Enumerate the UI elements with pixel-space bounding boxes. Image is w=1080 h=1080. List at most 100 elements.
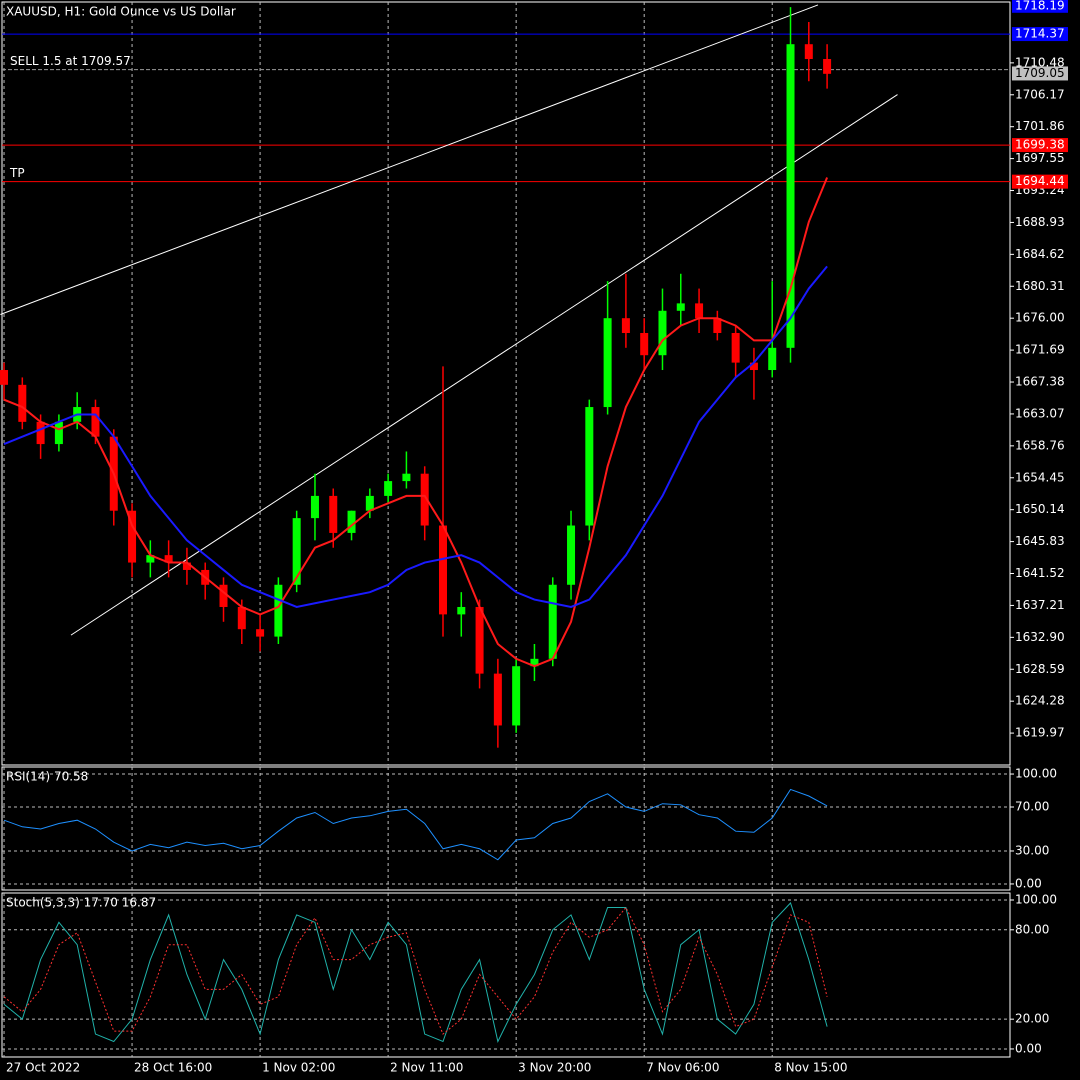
x-tick-label: 1 Nov 02:00: [262, 1061, 335, 1075]
candle-body: [493, 673, 502, 726]
price-tag-label: 1714.37: [1015, 27, 1065, 41]
candle-body: [0, 370, 9, 385]
candle-body: [823, 59, 832, 74]
indicator-line: [3, 788, 828, 861]
y-tick-label: 70.00: [1015, 800, 1049, 814]
candle-body: [731, 332, 740, 363]
candle-body: [621, 318, 630, 333]
moving-average: [3, 265, 828, 609]
candle-body: [292, 518, 301, 585]
candle-body: [603, 318, 612, 408]
candle-body: [585, 407, 594, 526]
y-tick-label: 1710.48: [1015, 55, 1065, 69]
candle-body: [512, 666, 521, 726]
candle-body: [713, 318, 722, 333]
indicator-line: [3, 902, 828, 1044]
trend-line: [70, 94, 898, 636]
candle-body: [237, 606, 246, 630]
y-tick-label: 1667.38: [1015, 375, 1065, 389]
y-tick-label: 1706.17: [1015, 87, 1065, 101]
price-tag: [1012, 27, 1068, 42]
y-tick-label: 1688.93: [1015, 215, 1065, 229]
candle-body: [182, 562, 191, 570]
candle-body: [256, 629, 265, 637]
y-tick-label: 1650.14: [1015, 502, 1065, 516]
y-tick-label: 0.00: [1015, 876, 1042, 890]
candle-body: [164, 555, 173, 563]
y-tick-label: 1658.76: [1015, 438, 1065, 452]
price-tag: [1012, 138, 1068, 153]
candle-body: [658, 310, 667, 356]
candle-body: [365, 495, 374, 511]
panel-border: [1, 892, 1011, 1058]
candle-body: [347, 510, 356, 533]
candle-body: [402, 473, 411, 482]
price-tag-label: 1718.19: [1015, 0, 1065, 12]
candle-body: [310, 495, 319, 519]
x-tick-label: 7 Nov 06:00: [646, 1061, 719, 1075]
candle-body: [91, 407, 100, 437]
panel-title: Stoch(5,3,3) 17.70 16.87: [6, 896, 156, 910]
level-text: SELL 1.5 at 1709.57: [10, 54, 131, 68]
candle-body: [384, 481, 393, 496]
y-tick-label: 30.00: [1015, 843, 1049, 857]
candle-body: [804, 44, 813, 60]
candle-body: [475, 606, 484, 674]
y-tick-label: 1697.55: [1015, 151, 1065, 165]
x-tick-label: 8 Nov 15:00: [774, 1061, 847, 1075]
y-tick-label: 1671.69: [1015, 343, 1065, 357]
candle-body: [438, 525, 447, 615]
candle-body: [749, 362, 758, 371]
y-tick-label: 1684.62: [1015, 247, 1065, 261]
x-tick-label: 2 Nov 11:00: [390, 1061, 463, 1075]
y-tick-label: 1628.59: [1015, 662, 1065, 676]
candle-body: [36, 421, 45, 445]
price-tag-label: 1709.05: [1015, 66, 1065, 80]
y-tick-label: 0.00: [1015, 1041, 1042, 1055]
y-tick-label: 1637.21: [1015, 598, 1065, 612]
price-tag: [1012, 0, 1068, 13]
y-tick-label: 1619.97: [1015, 726, 1065, 740]
candle-body: [457, 606, 466, 615]
y-tick-label: 1632.90: [1015, 630, 1065, 644]
panel-border: [1, 766, 1011, 891]
x-tick-label: 27 Oct 2022: [6, 1061, 80, 1075]
panel-title: RSI(14) 70.58: [6, 770, 88, 784]
y-tick-label: 1663.07: [1015, 406, 1065, 420]
x-tick-label: 28 Oct 16:00: [134, 1061, 212, 1075]
candle-body: [548, 584, 557, 659]
y-tick-label: 1624.28: [1015, 694, 1065, 708]
candle-body: [274, 584, 283, 637]
panel-title: XAUUSD, H1: Gold Ounce vs US Dollar: [6, 5, 236, 19]
y-tick-label: 100.00: [1015, 767, 1057, 781]
y-tick-label: 1654.45: [1015, 470, 1065, 484]
candle-body: [329, 495, 338, 533]
y-tick-label: 20.00: [1015, 1012, 1049, 1026]
price-tag: [1012, 66, 1068, 81]
y-tick-label: 1676.00: [1015, 311, 1065, 325]
y-tick-label: 100.00: [1015, 893, 1057, 907]
y-tick-label: 1641.52: [1015, 566, 1065, 580]
candle-body: [530, 658, 539, 667]
candle-body: [219, 584, 228, 607]
candle-body: [146, 555, 155, 563]
level-text: TP: [9, 166, 25, 180]
candle-body: [18, 384, 27, 422]
trend-line: [0, 4, 819, 315]
candle-body: [567, 525, 576, 585]
y-tick-label: 1645.83: [1015, 534, 1065, 548]
moving-average: [3, 177, 829, 668]
candle-body: [676, 303, 685, 311]
y-tick-label: 1680.31: [1015, 279, 1065, 293]
price-tag: [1012, 174, 1068, 189]
candle-body: [768, 347, 777, 371]
candle-body: [640, 332, 649, 356]
x-tick-label: 3 Nov 20:00: [518, 1061, 591, 1075]
y-tick-label: 1701.86: [1015, 119, 1065, 133]
candle-body: [695, 303, 704, 319]
indicator-line: [3, 906, 828, 1035]
candle-body: [128, 510, 137, 563]
